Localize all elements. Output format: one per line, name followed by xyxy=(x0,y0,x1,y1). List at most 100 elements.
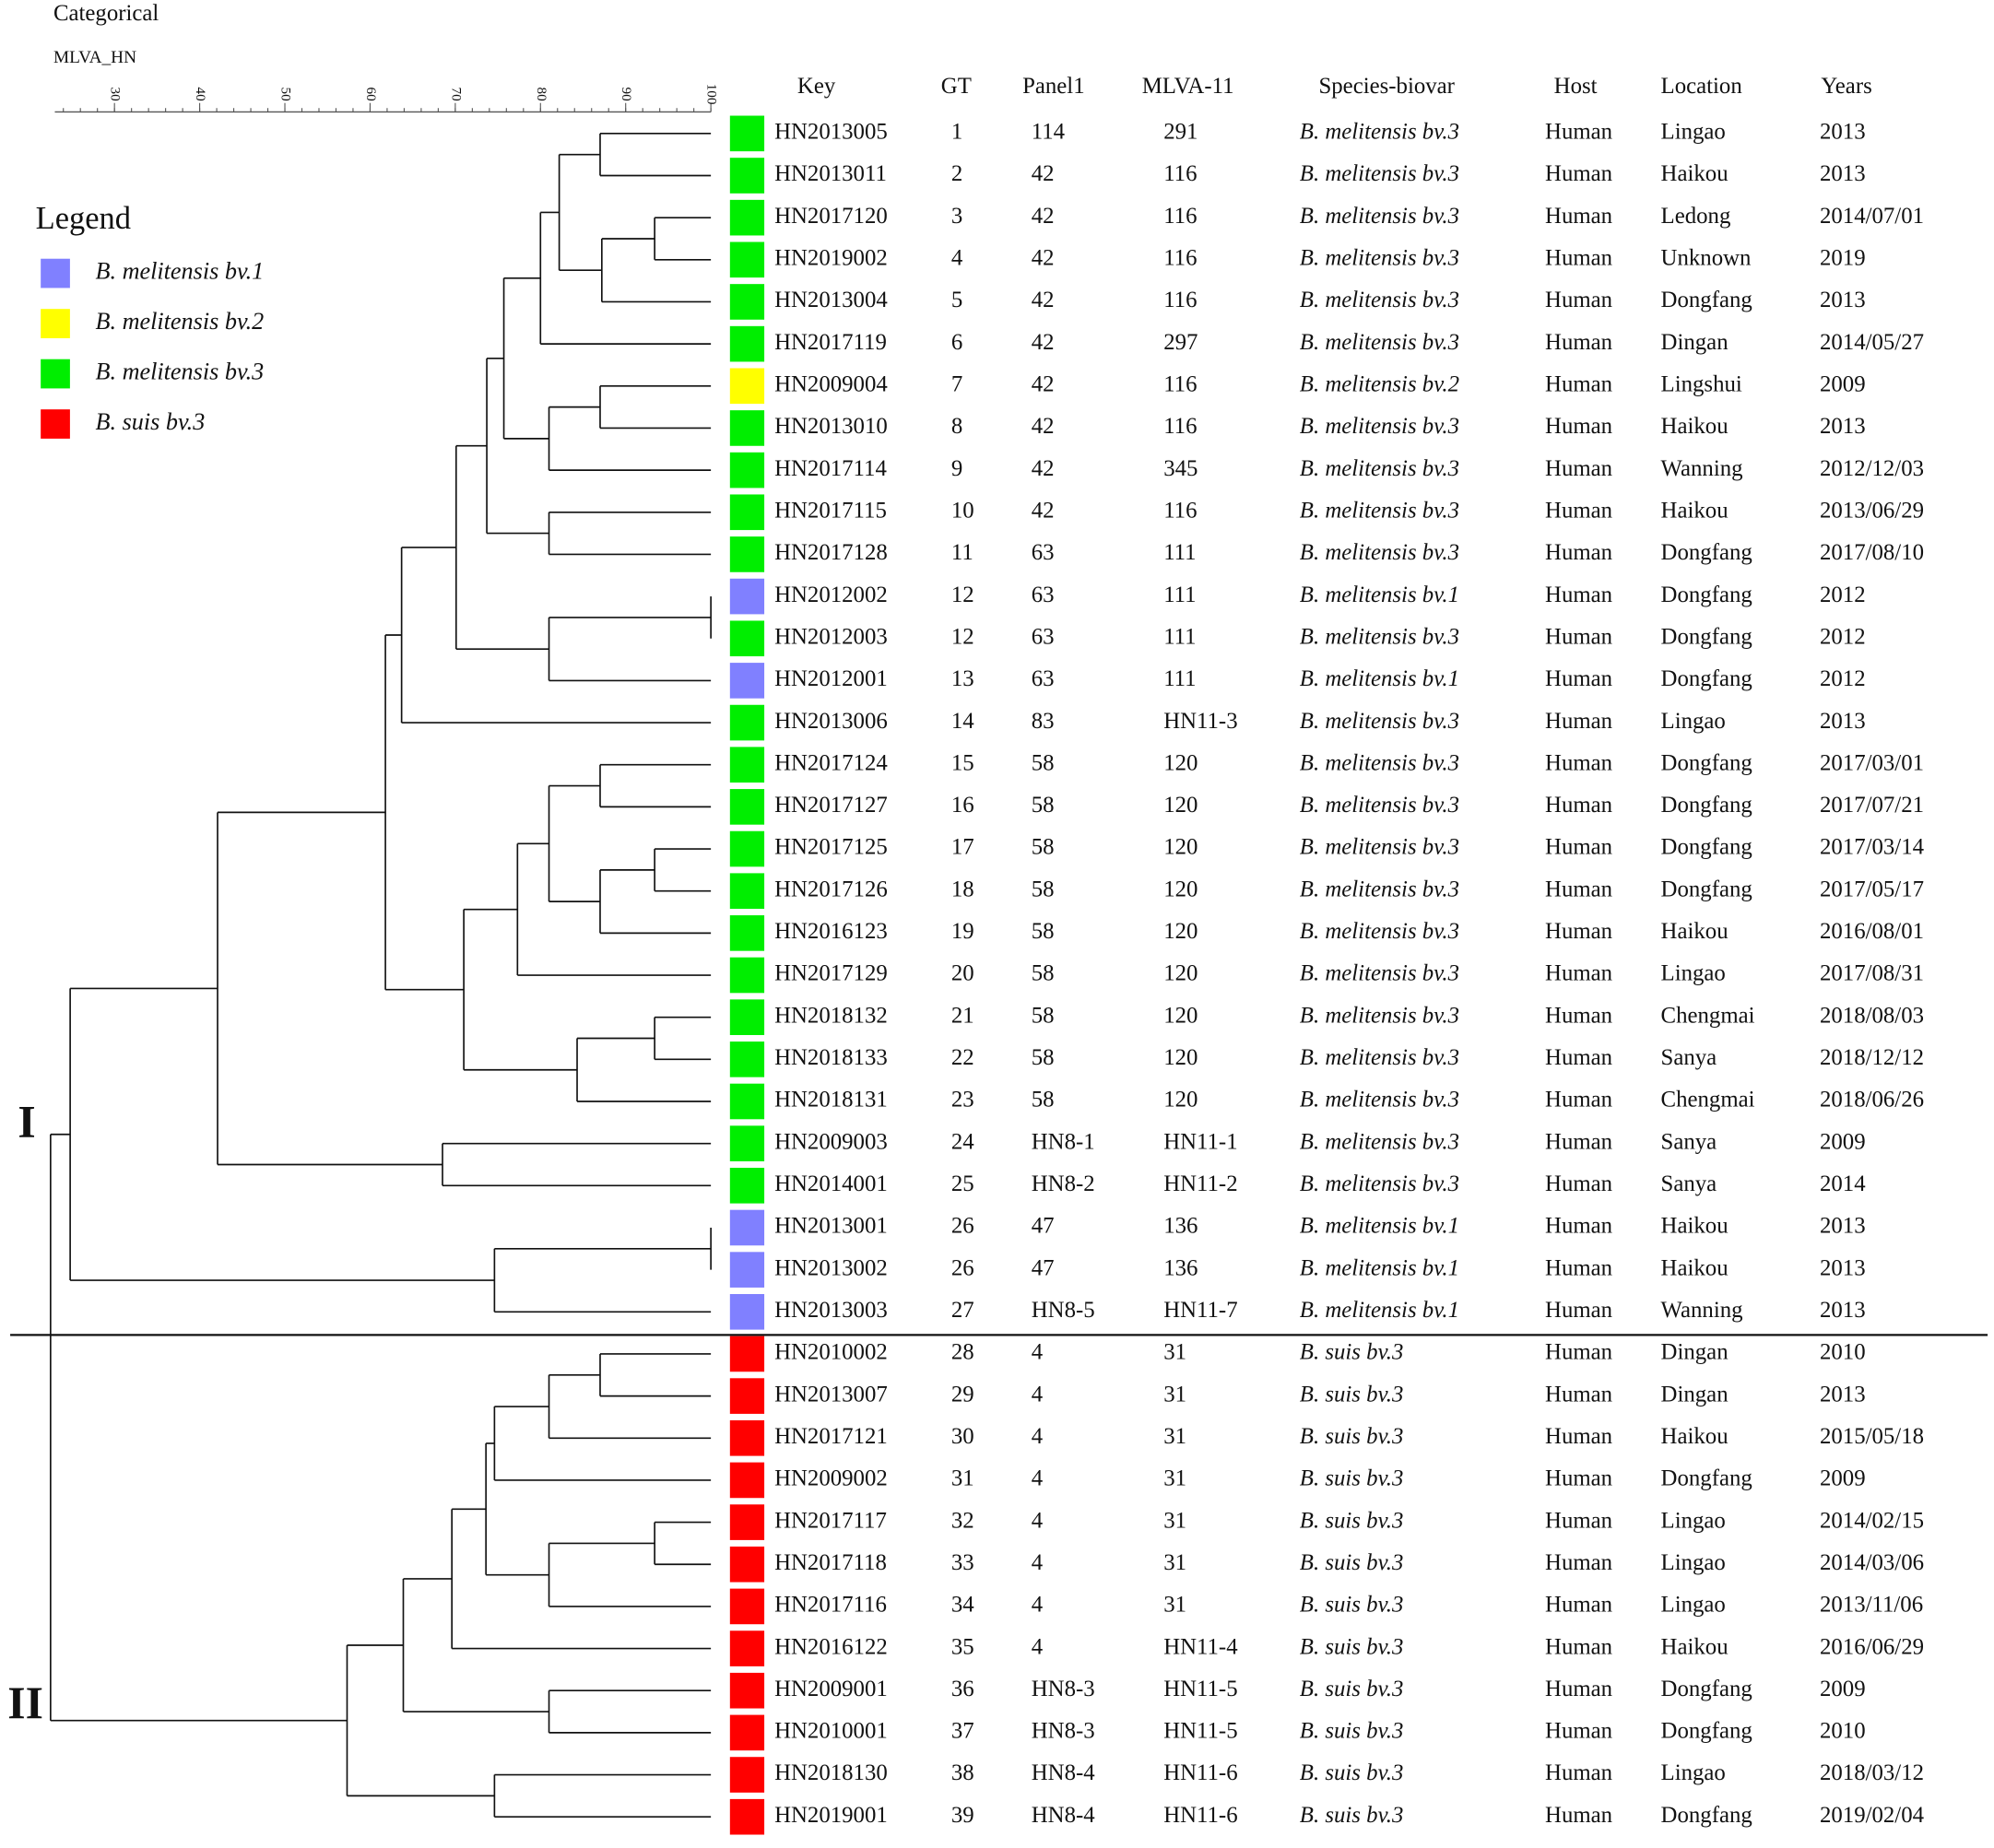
cell: 2016/08/01 xyxy=(1820,919,1924,944)
species-swatch xyxy=(729,1252,765,1288)
cell: 58 xyxy=(1032,1088,1055,1112)
cell: 33 xyxy=(951,1550,974,1575)
cell: 2013 xyxy=(1820,1255,1866,1280)
column-header: Panel1 xyxy=(1022,74,1085,99)
cell: Human xyxy=(1545,288,1613,312)
cell: HN2017116 xyxy=(774,1593,887,1618)
species-swatch xyxy=(729,452,765,488)
cell: HN2013010 xyxy=(774,414,888,439)
cell: B. melitensis bv.3 xyxy=(1300,414,1459,439)
cell: 31 xyxy=(1163,1550,1186,1575)
cell: HN2018132 xyxy=(774,1003,888,1028)
species-swatch xyxy=(729,1419,765,1456)
species-swatch xyxy=(729,1504,765,1540)
cell: HN2017124 xyxy=(774,750,888,775)
cell: 2014/03/06 xyxy=(1820,1550,1924,1575)
cell: 2017/07/21 xyxy=(1820,793,1924,818)
cell: Dongfang xyxy=(1661,288,1752,312)
cell: Lingao xyxy=(1661,1760,1726,1785)
cell: HN8-3 xyxy=(1032,1677,1095,1701)
species-swatch xyxy=(729,1336,765,1372)
cell: 116 xyxy=(1163,414,1197,439)
cell: B. melitensis bv.3 xyxy=(1300,330,1459,355)
cell: B. melitensis bv.3 xyxy=(1300,1088,1459,1112)
cell: B. melitensis bv.3 xyxy=(1300,793,1459,818)
cell: Sanya xyxy=(1661,1129,1717,1154)
tick-label: 50 xyxy=(278,87,294,100)
cell: HN8-3 xyxy=(1032,1719,1095,1744)
cell: HN11-4 xyxy=(1163,1634,1238,1659)
tick-label: 40 xyxy=(193,87,208,100)
cell: HN2009001 xyxy=(774,1677,888,1701)
cell: HN11-1 xyxy=(1163,1129,1237,1154)
cell: 2014/07/01 xyxy=(1820,204,1924,229)
cell: B. melitensis bv.2 xyxy=(1300,371,1459,396)
cell: Human xyxy=(1545,161,1613,186)
cell: 116 xyxy=(1163,498,1197,523)
cell: 120 xyxy=(1163,877,1198,901)
cell: 120 xyxy=(1163,793,1198,818)
cell: 1 xyxy=(951,120,962,145)
cell: 36 xyxy=(951,1677,974,1701)
cell: HN2013003 xyxy=(774,1298,888,1323)
cell: Haikou xyxy=(1661,1424,1729,1449)
cell: Human xyxy=(1545,1424,1613,1449)
cell: 4 xyxy=(1032,1382,1044,1407)
column-header: Species-biovar xyxy=(1318,74,1455,99)
cell: 58 xyxy=(1032,877,1055,901)
species-swatch xyxy=(729,1546,765,1583)
cell: 42 xyxy=(1032,288,1055,312)
cell: HN11-3 xyxy=(1163,709,1237,734)
cell: 31 xyxy=(1163,1593,1186,1618)
cell: Dongfang xyxy=(1661,666,1752,691)
cell: 63 xyxy=(1032,583,1055,607)
cell: Human xyxy=(1545,1593,1613,1618)
cell: HN8-4 xyxy=(1032,1760,1096,1785)
cell: Human xyxy=(1545,204,1613,229)
scale-label: MLVA_HN xyxy=(53,48,136,67)
tick-label: 30 xyxy=(108,87,124,100)
species-swatch xyxy=(729,115,765,152)
cell: Human xyxy=(1545,246,1613,271)
cell: 2012 xyxy=(1820,666,1866,691)
cell: Human xyxy=(1545,919,1613,944)
legend-label: B. suis bv.3 xyxy=(95,408,205,435)
cell: 58 xyxy=(1032,750,1055,775)
cell: 9 xyxy=(951,456,962,481)
cell: HN8-2 xyxy=(1032,1171,1095,1196)
cell: 13 xyxy=(951,666,974,691)
cell: Human xyxy=(1545,877,1613,901)
cell: 345 xyxy=(1163,456,1198,481)
cell: 2019 xyxy=(1820,246,1866,271)
cell: Ledong xyxy=(1661,204,1731,229)
cell: 2 xyxy=(951,161,962,186)
species-swatch xyxy=(729,494,765,531)
cell: HN2019002 xyxy=(774,246,888,271)
cell: HN2017117 xyxy=(774,1508,887,1533)
cell: 4 xyxy=(1032,1593,1044,1618)
cell: 42 xyxy=(1032,498,1055,523)
cell: HN2013006 xyxy=(774,709,888,734)
species-swatch xyxy=(729,1378,765,1414)
tick-label: 90 xyxy=(619,87,634,100)
cell: 14 xyxy=(951,709,974,734)
legend-label: B. melitensis bv.3 xyxy=(95,359,264,385)
cell: 47 xyxy=(1032,1255,1055,1280)
cell: 2018/12/12 xyxy=(1820,1045,1924,1070)
cell: 32 xyxy=(951,1508,974,1533)
cell: 2009 xyxy=(1820,371,1866,396)
cell: 58 xyxy=(1032,1003,1055,1028)
cell: Human xyxy=(1545,961,1613,986)
cell: HN2017128 xyxy=(774,540,888,565)
cell: 83 xyxy=(1032,709,1055,734)
cell: 17 xyxy=(951,835,974,860)
species-swatch xyxy=(729,536,765,572)
cell: Dongfang xyxy=(1661,1719,1752,1744)
cell: HN2018131 xyxy=(774,1088,888,1112)
cell: B. melitensis bv.1 xyxy=(1300,1255,1459,1280)
cell: 19 xyxy=(951,919,974,944)
cell: 297 xyxy=(1163,330,1198,355)
cell: Dingan xyxy=(1661,330,1729,355)
cell: HN2010001 xyxy=(774,1719,888,1744)
cell: B. melitensis bv.3 xyxy=(1300,624,1459,649)
